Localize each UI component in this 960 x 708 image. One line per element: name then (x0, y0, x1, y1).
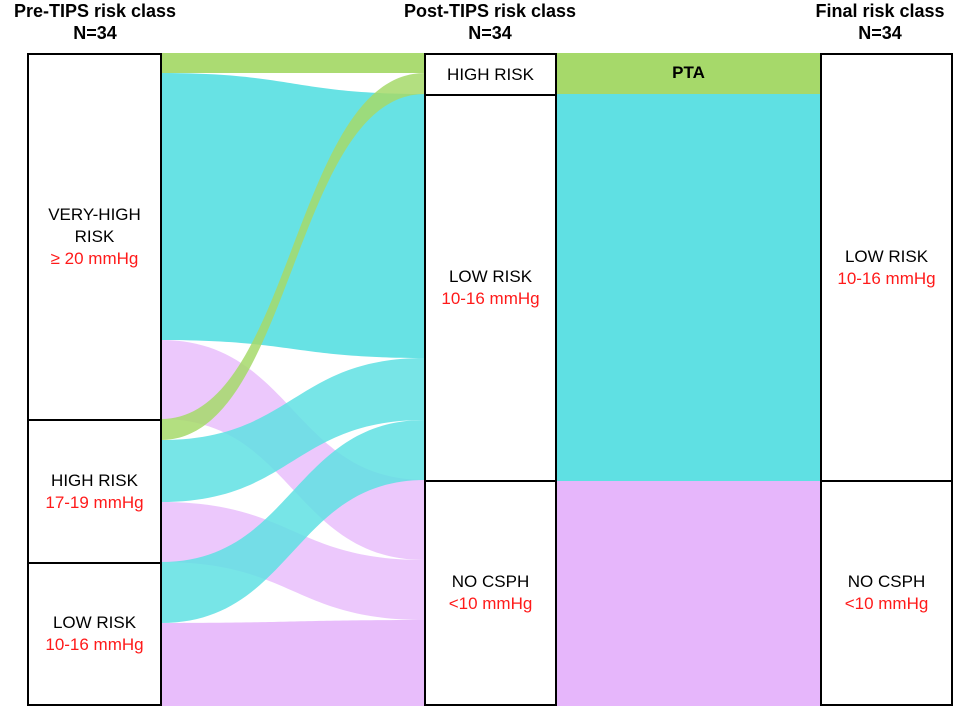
post-tips-header: Post-TIPS risk class N=34 (385, 0, 595, 44)
flow-low-to-low (161, 420, 425, 623)
post-tips-title: Post-TIPS risk class (403, 1, 577, 21)
flow-veryhigh-to-high (161, 53, 425, 73)
node-label: HIGH RISK (51, 470, 138, 490)
node-threshold: ≥ 20 mmHg (50, 249, 139, 268)
node-threshold: <10 mmHg (448, 594, 533, 613)
node-threshold: <10 mmHg (844, 594, 929, 613)
flow-low-to-nocsph (161, 620, 425, 706)
node-threshold: 17-19 mmHg (45, 492, 144, 512)
node-label: LOW RISK (52, 613, 137, 632)
flow-high-to-low (161, 358, 425, 502)
node-label: LOW RISK (844, 246, 929, 266)
pre-node-low-risk: LOW RISK 10-16 mmHg (27, 562, 162, 706)
flow-low-to-final-low (557, 94, 820, 481)
flow-high-to-high (161, 73, 425, 440)
node-threshold: 10-16 mmHg (837, 268, 936, 288)
pre-tips-n: N=34 (73, 23, 117, 43)
node-label: HIGH RISK (447, 64, 534, 84)
pre-node-very-high-risk: VERY-HIGH RISK ≥ 20 mmHg (27, 53, 162, 421)
node-label: VERY-HIGH RISK (48, 205, 141, 246)
flow-veryhigh-to-low (161, 73, 425, 358)
post-node-no-csph: NO CSPH <10 mmHg (424, 480, 557, 706)
flow-high-to-nocsph (161, 502, 425, 620)
node-threshold: 10-16 mmHg (45, 635, 144, 654)
node-label: LOW RISK (448, 267, 533, 286)
final-node-no-csph: NO CSPH <10 mmHg (820, 480, 953, 706)
pta-band-label: PTA (672, 63, 705, 82)
flow-nocsph-to-final-nocsph (557, 481, 820, 706)
node-threshold: 10-16 mmHg (441, 289, 540, 308)
final-title: Final risk class (815, 1, 945, 21)
post-node-high-risk: HIGH RISK (424, 53, 557, 96)
final-header: Final risk class N=34 (800, 0, 960, 44)
post-node-low-risk: LOW RISK 10-16 mmHg (424, 94, 557, 482)
node-label: NO CSPH (847, 572, 926, 591)
pre-tips-header: Pre-TIPS risk class N=34 (0, 0, 190, 44)
pre-tips-title: Pre-TIPS risk class (13, 1, 177, 21)
node-label: NO CSPH (451, 572, 530, 591)
pre-node-high-risk: HIGH RISK 17-19 mmHg (27, 419, 162, 564)
final-node-low-risk: LOW RISK 10-16 mmHg (820, 53, 953, 482)
flow-high-to-final-pta (557, 53, 820, 94)
final-n: N=34 (858, 23, 902, 43)
post-tips-n: N=34 (468, 23, 512, 43)
